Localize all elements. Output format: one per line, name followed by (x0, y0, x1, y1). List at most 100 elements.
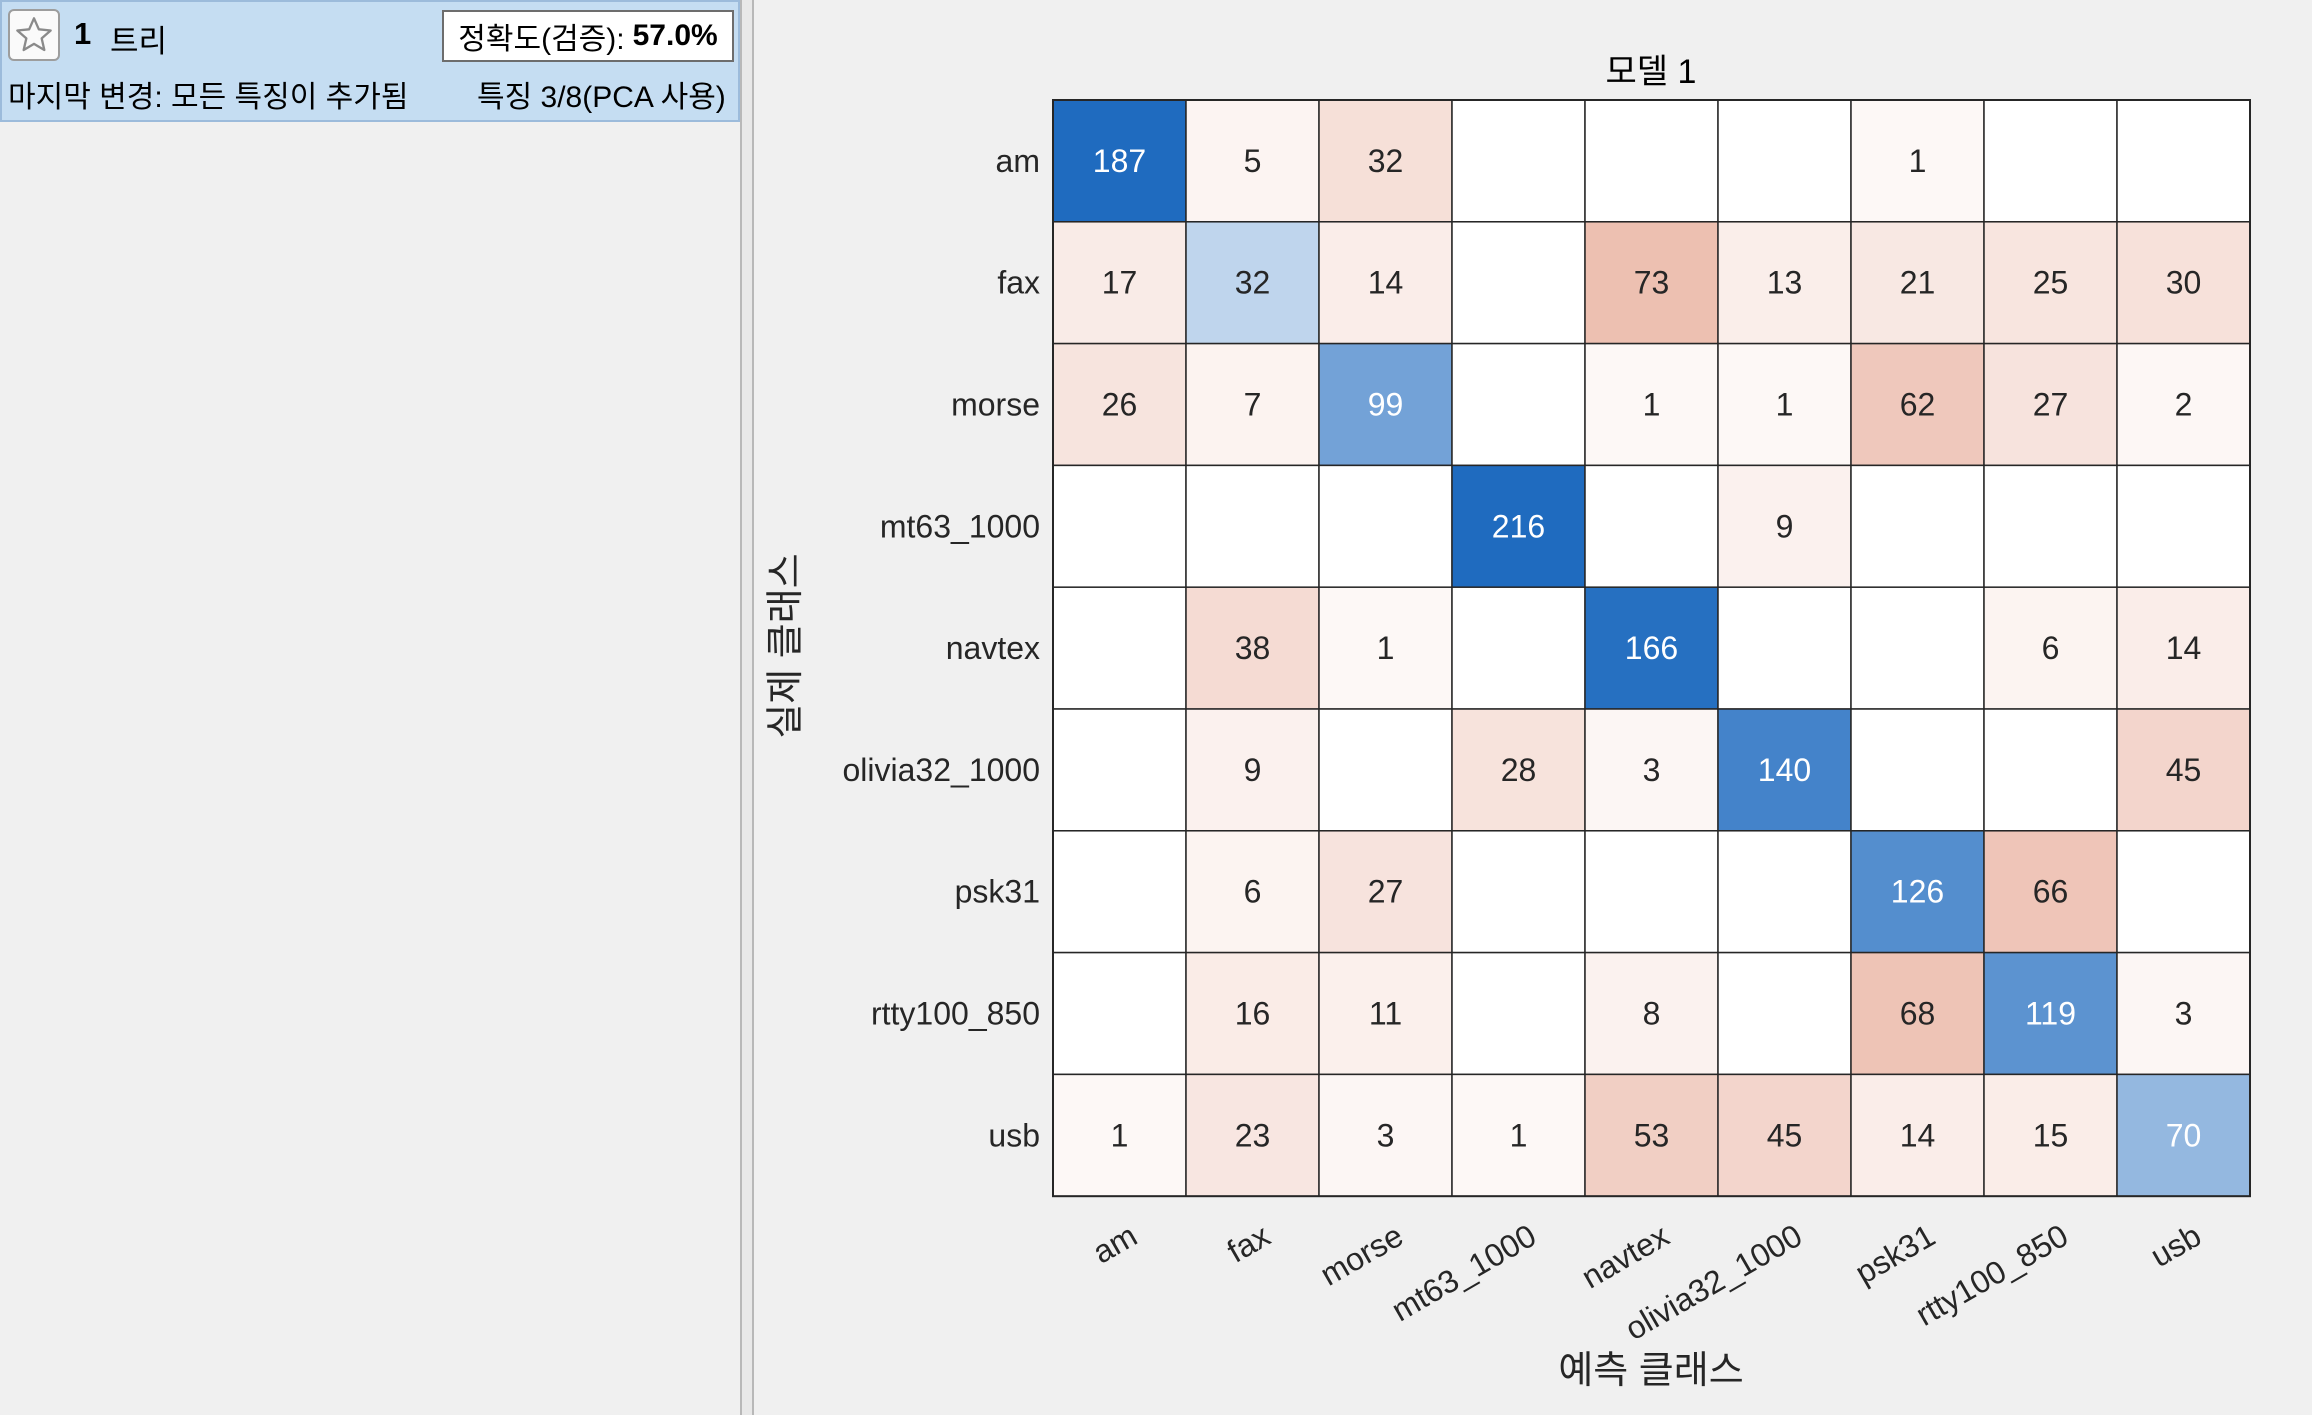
matrix-cell (1185, 586, 1320, 710)
matrix-cell (1584, 99, 1719, 223)
matrix-cell (1983, 342, 2118, 467)
cell-value: 8 (1643, 996, 1661, 1032)
matrix-cell (1451, 464, 1586, 588)
matrix-cell (1052, 99, 1187, 223)
cell-value: 1 (1111, 1117, 1129, 1153)
matrix-cell (1052, 1073, 1187, 1197)
y-tick-label: rtty100_850 (871, 996, 1040, 1032)
cell-value: 73 (1634, 265, 1670, 301)
matrix-cell (1451, 586, 1586, 710)
cell-value: 25 (2033, 265, 2069, 301)
cell-value: 53 (1634, 1117, 1670, 1153)
y-tick-label: morse (951, 387, 1040, 423)
cell-value: 166 (1625, 630, 1678, 666)
matrix-cell (1584, 951, 1719, 1076)
matrix-cell (2116, 464, 2251, 588)
cell-value: 9 (1244, 752, 1262, 788)
matrix-cell (1451, 1073, 1586, 1197)
matrix-cell (1052, 586, 1187, 710)
matrix-cell (1983, 464, 2118, 588)
matrix-cell (1451, 951, 1586, 1076)
cell-value: 32 (1235, 265, 1271, 301)
cell-value: 15 (2033, 1117, 2069, 1153)
cell-value: 6 (2042, 630, 2060, 666)
matrix-cell (1052, 464, 1187, 588)
matrix-cell (1318, 708, 1453, 832)
cell-value: 2 (2175, 387, 2193, 423)
cell-value: 1 (1643, 387, 1661, 423)
matrix-cell (1983, 99, 2118, 223)
matrix-cell (1185, 99, 1320, 223)
matrix-cell (1185, 221, 1320, 345)
cell-value: 68 (1900, 996, 1936, 1032)
panel-splitter[interactable] (740, 0, 754, 1415)
matrix-cell (1052, 708, 1187, 832)
cell-value: 14 (1900, 1117, 1936, 1153)
accuracy-badge: 정확도(검증): 57.0% (442, 10, 734, 62)
matrix-cell (1983, 830, 2118, 954)
x-tick-label: rtty100_850 (1910, 1217, 2074, 1333)
cell-value: 32 (1368, 143, 1404, 179)
x-tick-label: mt63_1000 (1385, 1217, 1542, 1328)
matrix-cell (1717, 464, 1852, 588)
matrix-cell (1052, 342, 1187, 467)
accuracy-value: 57.0% (632, 19, 718, 52)
matrix-cell (1052, 221, 1187, 345)
cell-value: 3 (2175, 996, 2193, 1032)
y-tick-label: navtex (946, 630, 1040, 666)
matrix-cell (1318, 464, 1453, 588)
features-text: 특징 3/8(PCA 사용) (477, 81, 726, 114)
cell-value: 187 (1093, 143, 1146, 179)
cell-value: 27 (1368, 874, 1404, 910)
matrix-cell (1850, 708, 1985, 832)
matrix-cell (1850, 830, 1985, 954)
matrix-cell (2116, 830, 2251, 954)
x-tick-label: am (1087, 1217, 1143, 1270)
cell-value: 1 (1909, 143, 1927, 179)
cell-value: 9 (1776, 508, 1794, 544)
matrix-cell (2116, 951, 2251, 1076)
matrix-cell (1850, 221, 1985, 345)
cell-value: 26 (1102, 387, 1138, 423)
x-tick-label: morse (1314, 1217, 1409, 1293)
cell-value: 14 (2166, 630, 2202, 666)
y-tick-label: usb (988, 1117, 1040, 1153)
matrix-cell (1717, 342, 1852, 467)
matrix-cell (1717, 830, 1852, 954)
matrix-cell (1850, 1073, 1985, 1197)
matrix-cell (1850, 951, 1985, 1076)
x-axis-label: 예측 클래스 (1558, 1350, 1743, 1392)
model-card[interactable]: 1 트리 정확도(검증): 57.0% 마지막 변경: 모든 특징이 추가됨 특… (0, 0, 740, 122)
chart-title: 모델 1 (1606, 53, 1697, 91)
cell-value: 1 (1510, 1117, 1528, 1153)
matrix-cell (1717, 951, 1852, 1076)
x-tick-label: fax (1221, 1217, 1276, 1270)
matrix-cell (1983, 708, 2118, 832)
cell-value: 14 (1368, 265, 1404, 301)
accuracy-label: 정확도(검증): (458, 23, 625, 56)
matrix-cell (2116, 586, 2251, 710)
matrix-cell (1451, 221, 1586, 345)
matrix-cell (1052, 830, 1187, 954)
cell-value: 7 (1244, 387, 1262, 423)
matrix-border (1052, 99, 2251, 1198)
y-tick-label: psk31 (955, 874, 1040, 910)
favorite-button[interactable] (8, 9, 60, 61)
cell-value: 140 (1758, 752, 1811, 788)
cell-value: 119 (2025, 996, 2076, 1032)
matrix-cell (1717, 99, 1852, 223)
matrix-cell (1850, 586, 1985, 710)
cell-value: 13 (1767, 265, 1803, 301)
cell-value: 6 (1244, 874, 1262, 910)
model-number: 1 (74, 16, 92, 51)
matrix-cell (1185, 342, 1320, 467)
matrix-cell (1717, 708, 1852, 832)
x-tick-label: psk31 (1849, 1217, 1941, 1291)
cell-value: 11 (1369, 996, 1402, 1032)
matrix-cell (1717, 1073, 1852, 1197)
matrix-cell (1717, 586, 1852, 710)
matrix-cell (1584, 830, 1719, 954)
